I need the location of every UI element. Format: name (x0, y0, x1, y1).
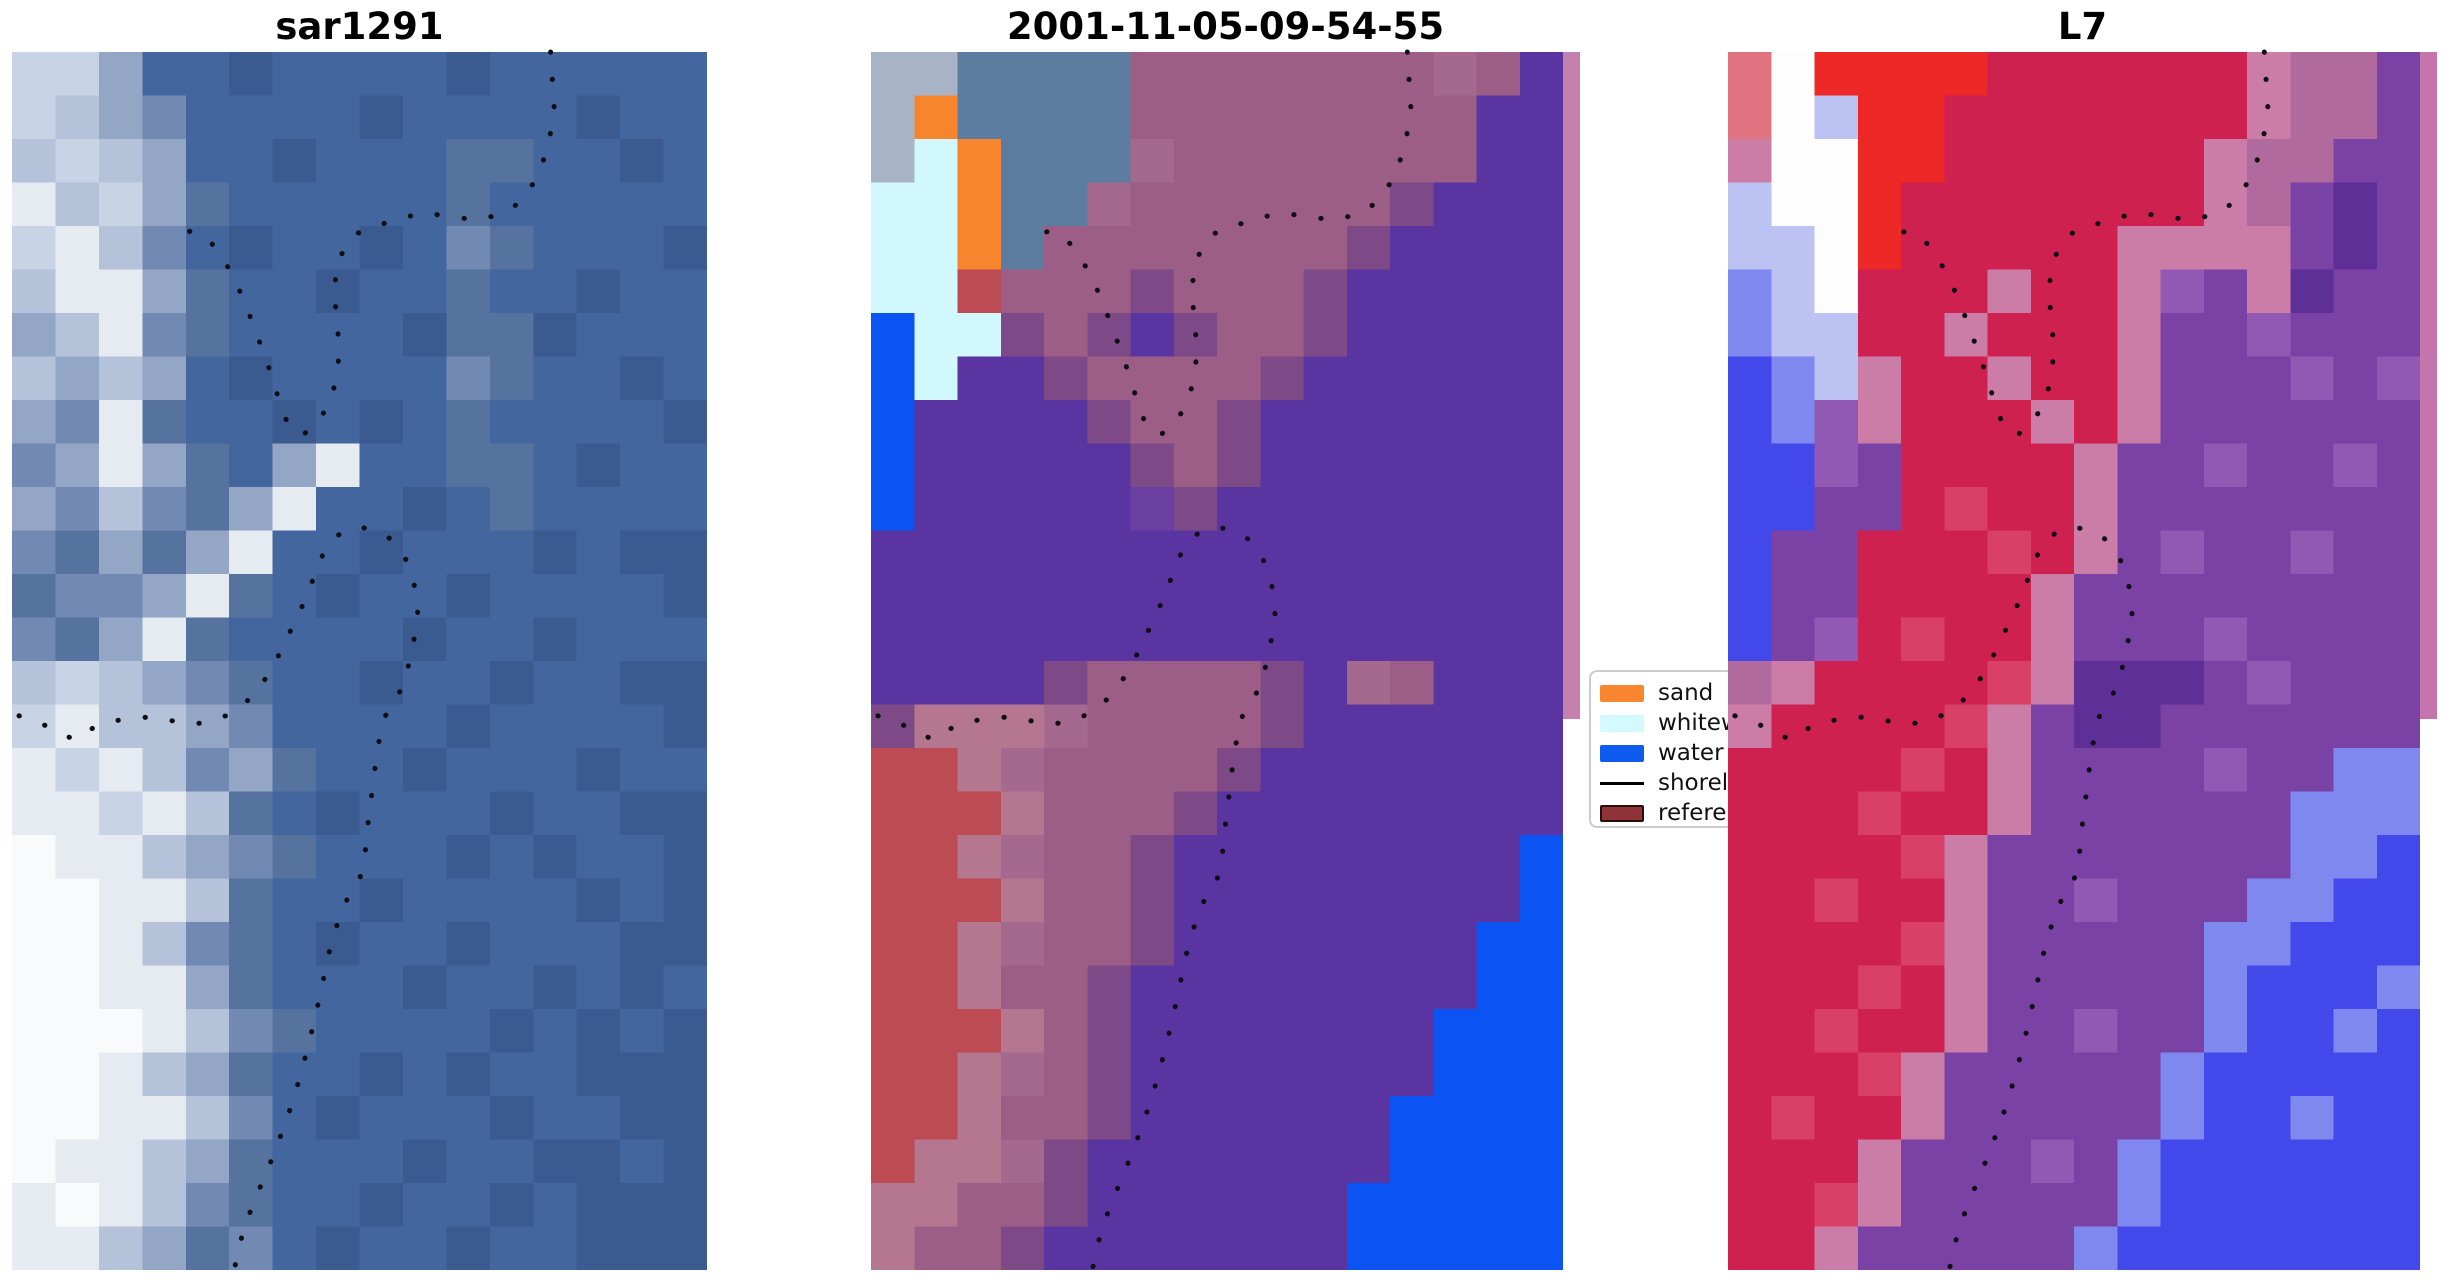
legend-item-reference: referen (1600, 798, 1728, 826)
legend-item-water: water (1600, 738, 1728, 768)
legend-label: water (1658, 739, 1724, 766)
panel-title-l7: L7 (2057, 5, 2108, 48)
water-swatch-icon (1600, 744, 1644, 762)
shoreline-line-icon (1600, 781, 1644, 785)
sand-swatch-icon (1600, 684, 1644, 702)
edge-strip (1563, 52, 1580, 720)
reference-swatch-icon (1600, 804, 1644, 822)
panel-l7-image (1728, 49, 2437, 1273)
shoreline-dots-overlay (16, 49, 557, 1273)
panel-classification-image (871, 49, 1580, 1273)
shoreline-dots-overlay (1732, 49, 2271, 1273)
whitewater-swatch-icon (1600, 714, 1644, 732)
panel-title-date: 2001-11-05-09-54-55 (1006, 5, 1445, 48)
legend-label: referen (1658, 799, 1728, 826)
sar-image-canvas (12, 52, 707, 1270)
panel-title-sar1291: sar1291 (275, 5, 444, 48)
legend-label: shorelin (1658, 769, 1728, 796)
legend-item-sand: sand (1600, 678, 1728, 708)
legend-item-shoreline: shorelin (1600, 768, 1728, 798)
shoreline-dots-overlay (875, 49, 1414, 1273)
l7-image-canvas (1728, 52, 2420, 1270)
legend-label: sand (1658, 679, 1714, 706)
classification-image-canvas (871, 52, 1563, 1270)
panel-sar-image (12, 49, 707, 1273)
edge-strip (2420, 52, 2437, 720)
